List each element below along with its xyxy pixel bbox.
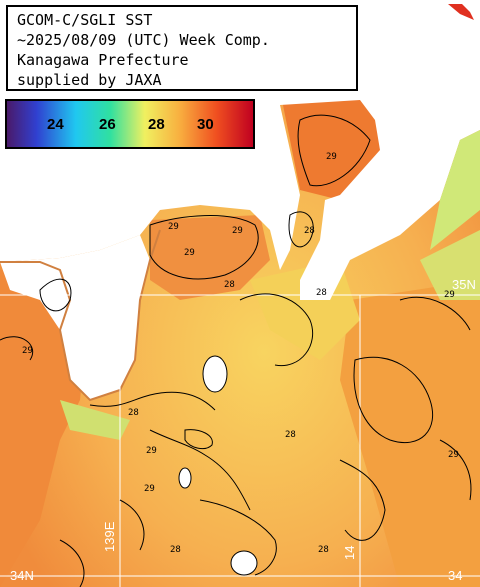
lon-label-14: 14 xyxy=(342,545,357,560)
sst-contours xyxy=(0,114,472,587)
colorbar-tick-26: 26 xyxy=(99,116,116,133)
colorbar-tick-30: 30 xyxy=(197,116,214,133)
contour-label: 29 xyxy=(144,484,155,494)
sst-colorbar: 24 26 28 30 xyxy=(5,99,255,149)
land-izu-peninsula xyxy=(0,235,150,400)
warm-water-bay xyxy=(150,215,270,300)
contour-mid-1 xyxy=(89,391,216,411)
coastline-west xyxy=(0,229,161,402)
contour-label: 29 xyxy=(448,450,459,460)
contour-south-1 xyxy=(199,499,277,576)
contour-label: 29 xyxy=(168,222,179,232)
contour-label: 29 xyxy=(326,152,337,162)
title-region: Kanagawa Prefecture xyxy=(17,51,189,69)
colorbar-gradient xyxy=(7,101,253,147)
warm-water-east xyxy=(340,280,480,587)
contour-label: 28 xyxy=(128,408,139,418)
contour-label: 28 xyxy=(285,430,296,440)
title-date: ~2025/08/09 (UTC) Week Comp. xyxy=(17,31,270,49)
map-title-box: GCOM-C/SGLI SST ~2025/08/09 (UTC) Week C… xyxy=(6,5,358,91)
contour-label: 29 xyxy=(22,346,33,356)
contour-south-3 xyxy=(59,539,85,587)
lat-label-35n-left: 35N xyxy=(12,277,36,292)
contour-west-2 xyxy=(0,336,34,361)
land-boso-edge xyxy=(430,130,480,250)
colorbar-tick-24: 24 xyxy=(47,116,64,133)
title-credit: supplied by JAXA xyxy=(17,71,162,89)
contour-label: 28 xyxy=(170,545,181,555)
contour-small-1 xyxy=(184,429,213,450)
contour-tokyo-bay xyxy=(297,114,371,187)
contour-label: 28 xyxy=(304,226,315,236)
island-oshima xyxy=(202,355,228,393)
lon-label-139e: 139E xyxy=(102,521,117,552)
contour-center xyxy=(239,293,314,367)
contour-label: 29 xyxy=(184,248,195,258)
contour-south-2 xyxy=(119,499,145,551)
colorbar-tick-28: 28 xyxy=(148,116,165,133)
lat-label-34n-left: 34N xyxy=(10,568,34,583)
contour-label: 29 xyxy=(232,226,243,236)
contour-west-1 xyxy=(39,278,72,312)
contour-label: 29 xyxy=(444,290,455,300)
lat-label-35n-right: 35N xyxy=(452,277,476,292)
contour-mid-2 xyxy=(149,429,251,511)
contour-label: 28 xyxy=(316,288,327,298)
contour-label: 29 xyxy=(146,446,157,456)
contour-bay xyxy=(149,215,259,280)
lat-label-34-right: 34 xyxy=(448,568,463,583)
contour-east-1 xyxy=(353,356,434,444)
land-ne-warm-patch xyxy=(448,4,474,20)
contour-uraga xyxy=(288,211,314,248)
contour-east-2 xyxy=(399,296,471,331)
island-toshima xyxy=(178,467,192,489)
cool-water-east xyxy=(420,230,480,300)
contour-east-4 xyxy=(439,439,472,501)
cool-water-west xyxy=(60,400,130,440)
contour-east-3 xyxy=(339,459,386,541)
island-niijima xyxy=(230,550,258,576)
title-product: GCOM-C/SGLI SST xyxy=(17,11,153,29)
contour-label: 28 xyxy=(318,545,329,555)
contour-label: 28 xyxy=(224,280,235,290)
